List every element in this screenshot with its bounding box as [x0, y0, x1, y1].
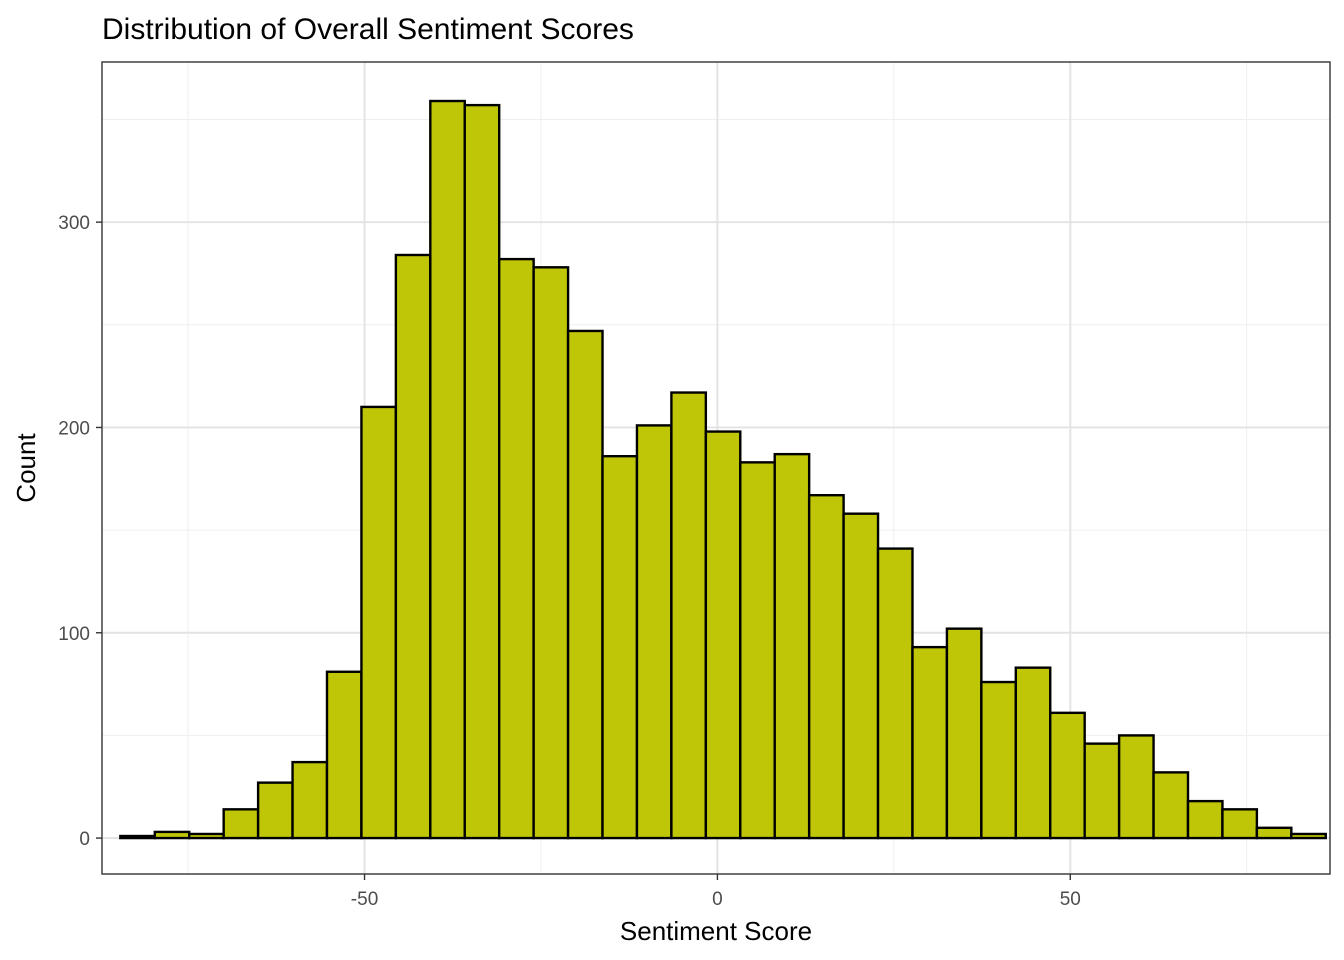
y-tick-label: 100: [58, 624, 90, 645]
bars: [119, 99, 1327, 840]
histogram-bar: [325, 670, 363, 840]
x-tick-label: 0: [712, 889, 723, 910]
histogram-bar: [601, 454, 639, 840]
histogram-bar: [394, 253, 432, 840]
histogram-bar: [119, 834, 156, 840]
histogram-bar: [429, 99, 466, 840]
histogram-bar: [807, 494, 845, 840]
histogram-bar: [739, 461, 776, 840]
histogram-bar: [222, 808, 260, 840]
panel-border: [101, 61, 1331, 875]
histogram-bar: [704, 430, 742, 840]
histogram-bar: [980, 680, 1018, 840]
histogram-bar: [1255, 826, 1293, 840]
x-axis-title: Sentiment Score: [620, 916, 812, 946]
histogram-bar: [1186, 799, 1224, 840]
histogram-bar: [153, 830, 191, 840]
histogram-bar: [532, 266, 570, 840]
histogram-bar: [911, 645, 949, 840]
histogram-bar: [256, 781, 294, 840]
histogram-bar: [1290, 832, 1327, 840]
x-tick-label: 50: [1060, 889, 1081, 910]
histogram-bar: [842, 512, 880, 840]
y-tick-label: 300: [58, 213, 90, 234]
histogram-bar: [188, 832, 225, 840]
histogram-bar: [360, 405, 398, 840]
histogram-bar: [945, 627, 983, 840]
histogram-bar: [1117, 734, 1155, 840]
y-axis-title: Count: [11, 433, 41, 503]
histogram-bar: [463, 103, 501, 840]
chart-title: Distribution of Overall Sentiment Scores: [102, 13, 634, 46]
histogram-bar: [1014, 666, 1052, 840]
histogram-bar: [773, 452, 811, 840]
histogram-bar: [497, 257, 535, 840]
y-tick-label: 200: [58, 418, 90, 439]
histogram-bar: [670, 391, 708, 840]
histogram-bar: [635, 424, 673, 840]
axis-ticks: -50 0 50 0 100 200 300: [58, 213, 1081, 910]
x-tick-label: -50: [351, 889, 378, 910]
histogram-bar: [876, 547, 914, 840]
histogram-bar: [291, 760, 329, 840]
y-tick-label: 0: [79, 829, 90, 850]
histogram-bar: [1221, 808, 1259, 840]
histogram-bar: [1049, 711, 1086, 840]
histogram-bar: [1083, 742, 1121, 840]
histogram-bar: [1152, 771, 1190, 840]
histogram-bar: [566, 329, 604, 840]
